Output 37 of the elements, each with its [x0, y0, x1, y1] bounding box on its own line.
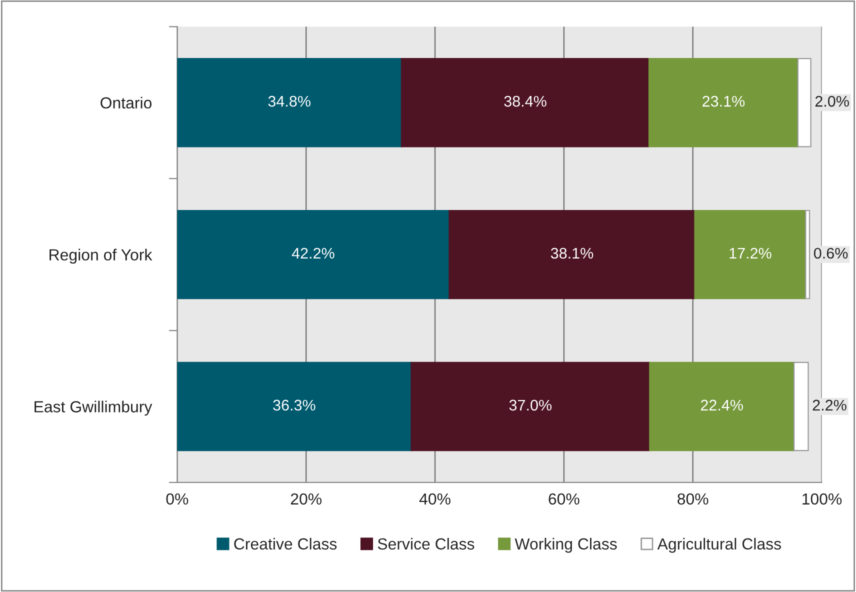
y-tick-label: Ontario [100, 96, 152, 109]
bar [410, 362, 650, 452]
data-label: 34.8% [268, 96, 310, 107]
data-label: 38.1% [550, 248, 594, 259]
bar [448, 210, 696, 300]
data-label: 0.6% [814, 248, 848, 259]
bar [177, 58, 402, 148]
x-tick-label: 0% [166, 493, 188, 505]
x-tick-label: 40% [419, 493, 450, 505]
bar [694, 210, 806, 300]
bar [797, 58, 812, 148]
bar [648, 58, 798, 148]
bar [805, 210, 810, 300]
data-label: 38.4% [504, 96, 546, 107]
data-label: 2.2% [812, 400, 846, 411]
data-label: 36.3% [273, 400, 316, 411]
x-tick-label: 60% [548, 493, 580, 505]
data-label: 23.1% [702, 96, 745, 107]
bar [649, 362, 795, 452]
x-tick-label: 80% [678, 493, 708, 505]
data-label: 22.4% [700, 400, 743, 411]
data-label: 42.2% [292, 248, 334, 259]
y-tick-label: Region of York [50, 248, 152, 264]
data-label: 17.2% [730, 248, 772, 259]
data-label: 37.0% [509, 400, 552, 411]
legend-label: Working Class [514, 538, 617, 553]
data-label: 2.0% [815, 96, 849, 107]
legend-label: Agricultural Class [657, 538, 781, 553]
bar [177, 362, 412, 452]
x-tick-label: 100% [802, 493, 842, 505]
legend-label: Creative Class [234, 538, 337, 550]
x-tick-label: 20% [290, 493, 322, 505]
bar [177, 210, 450, 300]
bar [400, 58, 650, 148]
legend-label: Service Class [378, 538, 474, 550]
y-tick-label: East Gwillimbury [34, 400, 152, 416]
bar [793, 362, 809, 452]
